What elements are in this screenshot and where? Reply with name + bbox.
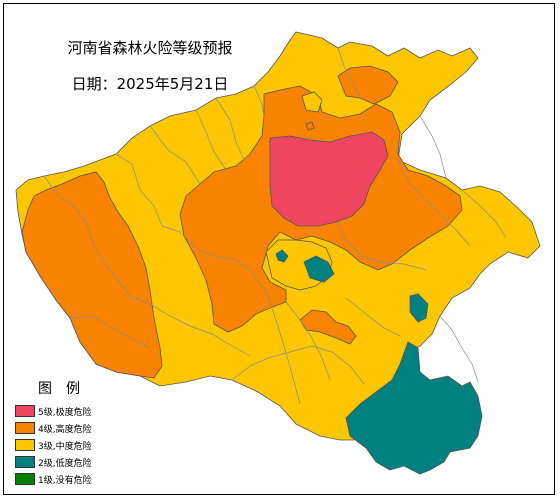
legend-item-level-1: 1级,没有危险 [15, 472, 92, 486]
legend-label: 5级,极度危险 [38, 407, 92, 418]
legend-item-level-4: 4级,高度危险 [15, 421, 92, 435]
map-date: 日期：2025年5月21日 [71, 75, 229, 93]
map-title: 河南省森林火险等级预报 [67, 39, 233, 57]
risk-zone-level-4-dot [305, 121, 315, 131]
legend-item-level-5: 5级,极度危险 [15, 404, 92, 418]
legend-label: 2级,低度危险 [38, 458, 92, 469]
risk-zone-level-4-north [337, 65, 399, 105]
risk-zone-level-5 [269, 131, 389, 227]
legend-swatch [15, 456, 35, 468]
legend-swatch [15, 422, 35, 434]
legend-title: 图例 [38, 381, 94, 397]
risk-zone-level-4-west [21, 171, 163, 379]
risk-zone-level-3-north-patch [301, 91, 323, 113]
legend-swatch [15, 405, 35, 417]
boundary-lines [43, 47, 507, 405]
risk-zone-level-2-small-b [275, 249, 289, 263]
risk-zone-level-2-small-c [409, 293, 429, 323]
legend-label: 1级,没有危险 [38, 475, 92, 486]
legend-label: 3级,中度危险 [38, 441, 92, 452]
risk-zone-level-4-south [299, 309, 357, 345]
risk-zone-level-2-small-a [303, 255, 335, 283]
legend-swatch [15, 473, 35, 485]
legend-swatch [15, 439, 35, 451]
legend-item-level-2: 2级,低度危险 [15, 455, 92, 469]
legend-label: 4级,高度危险 [38, 424, 92, 435]
risk-zone-level-2-south [345, 341, 483, 475]
legend-item-level-3: 3级,中度危险 [15, 438, 92, 452]
